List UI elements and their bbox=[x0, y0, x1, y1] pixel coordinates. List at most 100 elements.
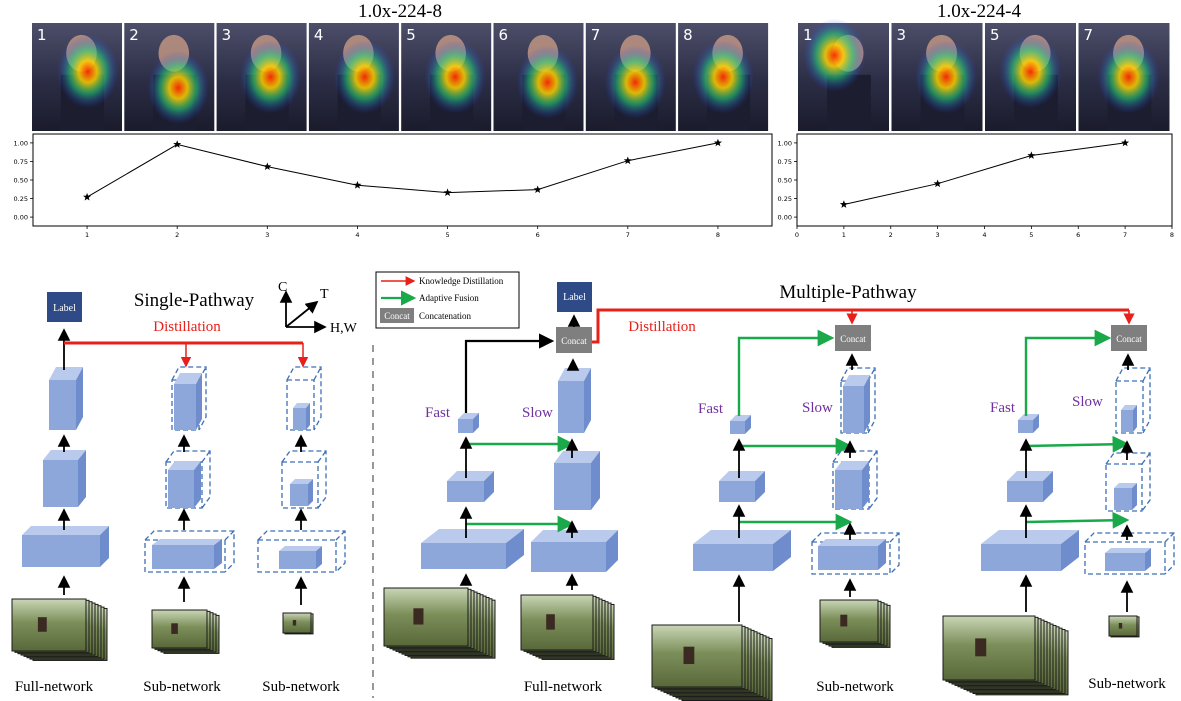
x-tick-label: 1 bbox=[85, 231, 89, 239]
feature-block bbox=[719, 471, 765, 502]
fast-pathway-label: Fast bbox=[698, 401, 724, 417]
input-video-frame bbox=[651, 624, 743, 688]
rider-figure bbox=[37, 617, 47, 632]
feature-block bbox=[290, 479, 313, 506]
x-tick-label: 0 bbox=[795, 231, 799, 239]
rider-figure bbox=[292, 620, 297, 626]
multi-distillation-arrow bbox=[592, 308, 1129, 344]
data-point-star bbox=[933, 179, 942, 188]
frame-number-label: 5 bbox=[406, 26, 416, 44]
y-tick-label: 0.25 bbox=[14, 195, 28, 203]
multi-label-text: Label bbox=[563, 292, 586, 303]
attention-heatmap bbox=[692, 40, 754, 114]
data-point-star bbox=[353, 180, 362, 189]
feature-block bbox=[1007, 471, 1053, 502]
x-tick-label: 2 bbox=[175, 231, 179, 239]
single-label-box bbox=[47, 292, 82, 322]
concat-box-label: Concat bbox=[840, 334, 866, 344]
frame-number-label: 4 bbox=[314, 26, 324, 44]
concat-box bbox=[1111, 325, 1147, 351]
chart-frame bbox=[32, 133, 773, 227]
feature-block bbox=[447, 471, 494, 502]
input-video-frame bbox=[151, 609, 208, 649]
feature-block bbox=[458, 413, 479, 433]
fast-pathway-label: Fast bbox=[425, 405, 451, 421]
rider-figure bbox=[413, 608, 424, 625]
series-line bbox=[843, 142, 1126, 205]
attention-line-chart-right: 0.00 0.25 0.50 0.75 1.00 0 1 2 3 4 5 6 7 8 bbox=[778, 133, 1174, 239]
legend-concat-label: Concatenation bbox=[419, 311, 471, 321]
axis-t-label: T bbox=[320, 287, 329, 302]
feature-block bbox=[554, 451, 600, 510]
rider-figure bbox=[171, 623, 178, 634]
frame-number-label: 1 bbox=[37, 26, 47, 44]
dashed-feature-block bbox=[811, 532, 900, 575]
single-caption-sub1: Sub-network bbox=[143, 679, 221, 695]
input-frame-stack bbox=[282, 612, 314, 635]
single-caption-sub2: Sub-network bbox=[262, 679, 340, 695]
data-point-star bbox=[173, 140, 182, 148]
input-video-frame bbox=[11, 598, 87, 652]
heatmap-frames-left: 1 2 3 4 5 6 7 8 bbox=[32, 23, 769, 131]
series-line bbox=[86, 142, 718, 198]
x-tick-label: 6 bbox=[1076, 231, 1080, 239]
rider-figure bbox=[683, 646, 695, 665]
legend-concat-swatch bbox=[380, 308, 414, 323]
input-video-frame bbox=[1108, 615, 1138, 637]
legend-kd-label: Knowledge Distillation bbox=[419, 276, 504, 286]
feature-block bbox=[168, 461, 201, 508]
slow-pathway-label: Slow bbox=[522, 405, 553, 421]
feature-block bbox=[152, 539, 222, 569]
adaptive-fusion-arrow bbox=[1025, 435, 1130, 453]
input-frame-stack bbox=[11, 598, 108, 661]
concat-box-label: Concat bbox=[561, 336, 587, 346]
top-left-title: 1.0x-224-8 bbox=[358, 1, 442, 22]
fast-pathway-label: Fast bbox=[990, 400, 1016, 416]
single-caption-full: Full-network bbox=[15, 679, 94, 695]
feature-block bbox=[293, 403, 310, 430]
frame-number-label: 7 bbox=[1084, 26, 1094, 44]
x-tick-label: 4 bbox=[355, 231, 359, 239]
input-video-frame bbox=[819, 599, 879, 643]
feature-block bbox=[843, 375, 870, 433]
attention-heatmap bbox=[516, 45, 579, 120]
input-frame-stack bbox=[520, 594, 615, 660]
feature-block bbox=[981, 530, 1079, 571]
feature-block bbox=[730, 415, 751, 434]
attention-heatmap bbox=[424, 40, 486, 114]
cth-axes-icon bbox=[279, 290, 327, 334]
rider-figure bbox=[840, 614, 848, 627]
feature-block bbox=[1105, 548, 1151, 571]
attention-heatmap bbox=[1097, 40, 1160, 114]
y-tick-label: 0.75 bbox=[14, 158, 28, 166]
y-tick-label: 1.00 bbox=[778, 139, 792, 147]
input-frame-stack bbox=[1108, 615, 1140, 638]
rider-figure bbox=[1118, 623, 1123, 629]
y-tick-label: 0.00 bbox=[778, 214, 792, 222]
dashed-feature-block bbox=[1105, 452, 1151, 512]
rider-figure bbox=[546, 614, 555, 630]
attention-heatmap bbox=[604, 45, 666, 120]
feature-block bbox=[818, 539, 886, 570]
input-frame-stack bbox=[651, 624, 773, 701]
x-tick-label: 1 bbox=[842, 231, 846, 239]
frame-number-label: 6 bbox=[499, 26, 509, 44]
attention-heatmap bbox=[240, 40, 302, 114]
data-point-star bbox=[713, 138, 722, 147]
y-tick-label: 0.25 bbox=[778, 195, 792, 203]
dashed-feature-block bbox=[1084, 532, 1175, 575]
multi-label-box bbox=[557, 282, 592, 312]
input-frame-stack bbox=[942, 615, 1069, 696]
rider-figure bbox=[975, 638, 987, 657]
feature-block bbox=[421, 529, 524, 569]
multi-caption-sub2: Sub-network bbox=[1088, 676, 1166, 692]
top-right-title: 1.0x-224-4 bbox=[937, 1, 1021, 22]
multi-caption-full: Full-network bbox=[524, 679, 603, 695]
data-point-star bbox=[839, 200, 848, 208]
x-tick-label: 4 bbox=[982, 231, 986, 239]
input-frame-stack bbox=[151, 609, 220, 654]
adaptive-fusion-arrow bbox=[1024, 329, 1112, 416]
frame-number-label: 2 bbox=[129, 26, 139, 44]
frame-number-label: 7 bbox=[591, 26, 601, 44]
